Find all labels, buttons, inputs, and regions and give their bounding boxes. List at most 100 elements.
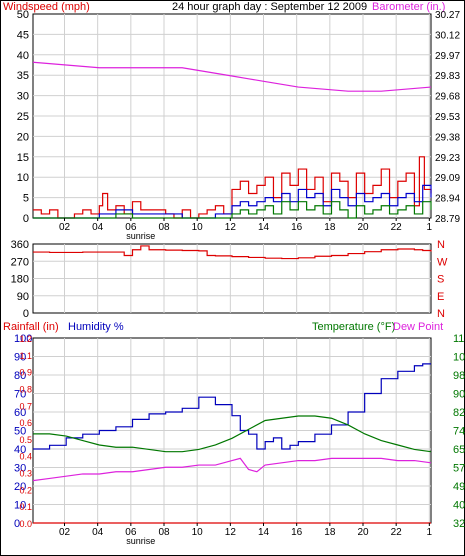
humidity-y-tick-label: 10	[14, 500, 26, 512]
x-tick-label: 14	[258, 527, 270, 538]
wind-barometer-panel: 0 5 10 15 20 25 30 35 40 45 50 28.79 28.94 29.09 29.23…	[17, 9, 461, 241]
humidity-y-tick-label: 80	[14, 370, 26, 382]
temperature-y-tick-label: 65	[453, 444, 465, 456]
series-line-low	[33, 201, 432, 219]
wind-y-tick-label: 30	[17, 91, 29, 103]
rain-y-tick-label: 0.2	[19, 485, 32, 495]
compass-label: E	[437, 291, 444, 303]
x-tick-label: 18	[324, 527, 336, 538]
barometer-y-tick-label: 29.53	[435, 112, 460, 123]
temperature-y-tick-label: 98	[453, 370, 465, 382]
rain-y-tick-label: 1.1	[19, 351, 32, 361]
wind-y-tick-label: 25	[17, 111, 29, 123]
barometer-y-tick-label: 29.97	[435, 51, 460, 62]
barometer-y-tick-label: 28.79	[435, 214, 460, 225]
barometer-y-tick-label: 28.94	[435, 194, 460, 205]
temperature-y-tick-label: 32	[453, 518, 465, 530]
temperature-y-tick-label: 40	[453, 500, 465, 512]
wind-y-tick-label: 40	[17, 50, 29, 62]
barometer-axis-title: Barometer (in.)	[372, 1, 445, 13]
wind-y-tick-label: 10	[17, 172, 29, 184]
temperature-y-tick-label: 57	[453, 463, 465, 475]
wind-y-tick-label: 0	[23, 213, 29, 225]
compass-label: W	[437, 256, 448, 268]
x-tick-label: 14	[258, 222, 270, 233]
rainfall-axis-title: Rainfall (in)	[3, 321, 59, 333]
humidity-y-tick-label: 70	[14, 389, 26, 401]
barometer-y-tick-label: 29.23	[435, 153, 460, 164]
direction-y-tick-label: 360	[11, 239, 29, 251]
rain-y-tick-label: 0.4	[19, 452, 32, 462]
wind-y-tick-label: 5	[23, 193, 29, 205]
direction-y-tick-label: 0	[23, 308, 29, 320]
chart-title: 24 hour graph day : September 12 2009	[172, 1, 367, 13]
x-tick-label: 16	[291, 222, 303, 233]
wind-y-tick-label: 50	[17, 9, 29, 21]
humidity-y-tick-label: 100	[14, 333, 32, 345]
direction-y-tick-label: 270	[11, 256, 29, 268]
humidity-y-tick-label: 50	[14, 426, 26, 438]
x-tick-label: 08	[158, 527, 170, 538]
humidity-y-tick-label: 90	[14, 352, 26, 364]
rain-y-tick-label: 0.7	[19, 401, 32, 411]
rain-humidity-temperature-panel: 0 10 20 30 40 50 60 70 80 90 100 0.0 0.1 0.2 0.3 0.4 0.5…	[14, 333, 465, 546]
rain-y-tick-label: 0.0	[19, 519, 32, 529]
x-tick-label: 18	[324, 222, 336, 233]
x-tick-label: 10	[192, 222, 204, 233]
series-line-dew-point	[32, 457, 432, 482]
x-tick-label: 04	[92, 527, 104, 538]
direction-y-tick-label: 90	[17, 291, 29, 303]
wind-y-tick-label: 45	[17, 29, 29, 41]
barometer-y-tick-label: 30.12	[435, 30, 460, 41]
dewpoint-axis-title: Dew Point	[393, 321, 443, 333]
humidity-y-tick-label: 0	[14, 518, 20, 530]
compass-label: S	[437, 274, 444, 286]
wind-y-tick-label: 35	[17, 70, 29, 82]
x-tick-label: 04	[92, 222, 104, 233]
series-line-barometer	[32, 61, 432, 92]
humidity-y-tick-label: 30	[14, 463, 26, 475]
sunrise-label: sunrise	[126, 231, 155, 241]
compass-label: N	[437, 308, 445, 320]
temperature-y-tick-label: 90	[453, 389, 465, 401]
temperature-axis-title: Temperature (°F)	[312, 321, 395, 333]
temperature-y-tick-label: 49	[453, 481, 465, 493]
barometer-y-tick-label: 29.83	[435, 71, 460, 82]
x-tick-label: 16	[291, 527, 303, 538]
barometer-y-tick-label: 30.27	[435, 10, 460, 21]
x-tick-label: 1	[427, 222, 433, 233]
series-line-humidity	[33, 363, 431, 450]
rain-y-tick-label: 0.3	[19, 469, 32, 479]
x-tick-label: 12	[225, 222, 237, 233]
x-tick-label: 1	[427, 527, 433, 538]
x-tick-label: 10	[192, 527, 204, 538]
barometer-y-tick-label: 29.68	[435, 92, 460, 103]
x-tick-label: 22	[391, 222, 403, 233]
sunrise-label: sunrise	[126, 536, 155, 546]
temperature-y-tick-label: 82	[453, 407, 465, 419]
x-tick-label: 22	[391, 527, 403, 538]
x-tick-label: 08	[158, 222, 170, 233]
direction-y-tick-label: 180	[11, 274, 29, 286]
x-tick-label: 02	[59, 222, 71, 233]
rain-y-tick-label: 0.1	[19, 502, 32, 512]
humidity-y-tick-label: 20	[14, 481, 26, 493]
rain-y-tick-label: 0.6	[19, 418, 32, 428]
barometer-y-tick-label: 29.38	[435, 132, 460, 143]
compass-label: N	[437, 239, 445, 251]
temperature-y-tick-label: 107	[453, 352, 465, 364]
temperature-y-tick-label: 74	[453, 426, 465, 438]
series-line-windspeed	[33, 156, 432, 219]
series-line-direction	[33, 245, 432, 260]
rain-y-tick-label: 0.9	[19, 368, 32, 378]
humidity-axis-title: Humidity %	[68, 321, 124, 333]
wind-y-tick-label: 20	[17, 131, 29, 143]
humidity-y-tick-label: 40	[14, 444, 26, 456]
humidity-y-tick-label: 60	[14, 407, 26, 419]
x-tick-label: 20	[357, 527, 369, 538]
x-tick-label: 12	[225, 527, 237, 538]
rain-y-tick-label: 0.5	[19, 435, 32, 445]
